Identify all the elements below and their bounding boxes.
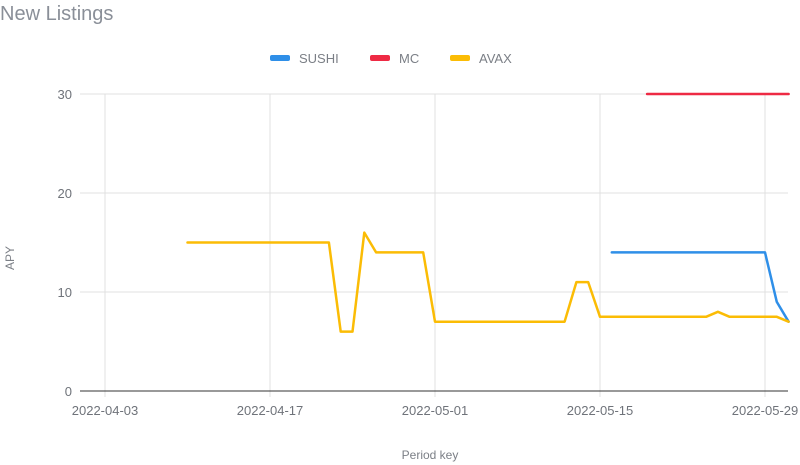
series-line-avax (186, 231, 790, 333)
x-tick-label: 2022-05-01 (402, 403, 469, 418)
legend[interactable]: SUSHI MC AVAX (270, 51, 512, 66)
x-axis-label: Period key (402, 448, 459, 462)
y-tick-label: 20 (58, 186, 72, 201)
x-tick-label: 2022-04-03 (72, 403, 139, 418)
legend-label-avax[interactable]: AVAX (479, 51, 512, 66)
legend-label-mc[interactable]: MC (399, 51, 419, 66)
legend-swatch-mc[interactable] (370, 55, 390, 61)
series-lines (186, 92, 790, 333)
series-line-sushi (610, 251, 790, 323)
axes: 0 10 20 30 2022-04-03 2022-04-17 2022-05-01 202… (58, 87, 799, 418)
y-tick-label: 30 (58, 87, 72, 102)
chart-title: New Listings (0, 3, 114, 25)
y-tick-label: 0 (65, 384, 72, 399)
legend-swatch-sushi[interactable] (270, 55, 290, 61)
legend-label-sushi[interactable]: SUSHI (299, 51, 339, 66)
y-axis-label: APY (3, 246, 17, 270)
grid (80, 93, 788, 397)
x-tick-label: 2022-05-15 (567, 403, 634, 418)
x-tick-label: 2022-05-29 (732, 403, 799, 418)
legend-swatch-avax[interactable] (450, 55, 470, 61)
x-tick-label: 2022-04-17 (237, 403, 304, 418)
y-tick-label: 10 (58, 285, 72, 300)
